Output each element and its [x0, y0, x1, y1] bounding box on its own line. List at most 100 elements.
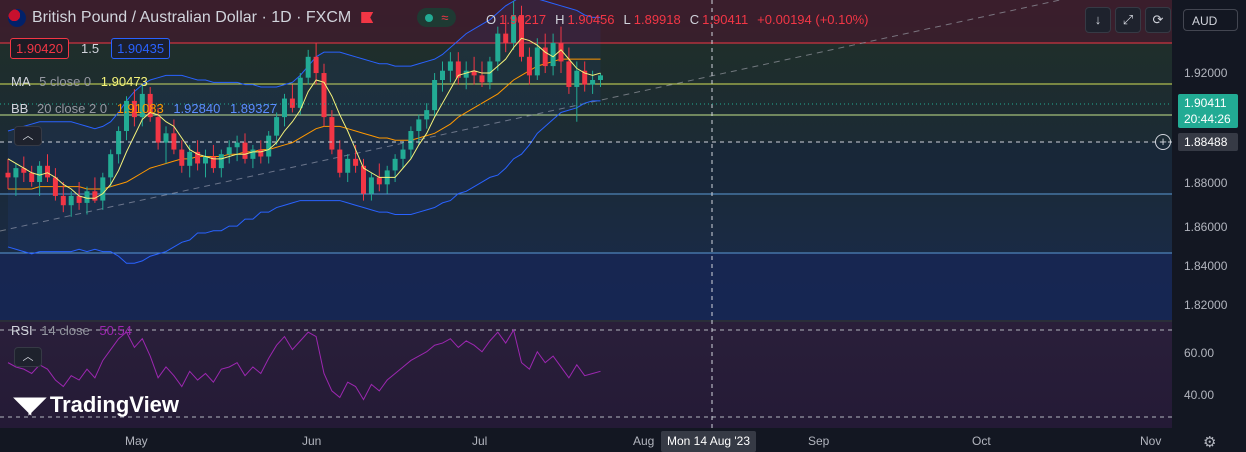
ohlc-open-value: 1.90217 [499, 12, 547, 27]
rsi-legend[interactable]: RSI 14 close 50.54 [11, 323, 132, 338]
candle-body [487, 61, 493, 83]
buy-button[interactable]: 1.90435 [111, 38, 171, 59]
candle-body [45, 165, 50, 178]
bid-ask-row: 1.90420 1.5 1.90435 [10, 38, 171, 59]
time-axis-label: May [125, 434, 148, 448]
price-axis-background [1172, 0, 1246, 452]
last-price-tag: 1.90411 20:44:26 [1178, 94, 1238, 128]
tradingview-logo-icon: ◥◤ [14, 392, 46, 417]
bb-legend[interactable]: BB 20 close 2 0 1.91083 1.92840 1.89327 [11, 101, 277, 116]
candle-body [139, 93, 145, 118]
ohlc-low-label: L [623, 12, 631, 27]
candle-body [37, 165, 43, 183]
candle-body [258, 149, 264, 157]
candle-body [297, 77, 303, 108]
gear-icon[interactable]: ⚙ [1203, 434, 1217, 451]
candle-body [313, 56, 319, 74]
support-zone [0, 142, 1172, 194]
time-axis-label: Aug [633, 434, 655, 448]
ohlc-high-value: 1.90456 [567, 12, 615, 27]
bb-basis-value: 1.91083 [116, 101, 164, 116]
symbol-title[interactable]: British Pound / Australian Dollar · 1D ·… [8, 8, 457, 27]
candle-body [511, 15, 517, 43]
candle-body [187, 151, 193, 166]
candle-body [13, 168, 19, 178]
candle-body [21, 168, 27, 173]
gbp-flag-icon [8, 8, 26, 27]
candle-body [131, 100, 137, 118]
currency-selector[interactable]: AUD [1183, 9, 1238, 31]
tradingview-logo[interactable]: ◥◤ TradingView [14, 392, 179, 418]
bb-params: 20 close 2 0 [36, 101, 108, 116]
candle-body [84, 191, 90, 203]
ohlc-close-label: C [689, 12, 700, 27]
candle-body [321, 73, 327, 118]
candle-body [305, 56, 311, 78]
candle-body [179, 149, 185, 166]
scroll-down-button[interactable]: ↓ [1085, 7, 1111, 33]
candle-body [542, 47, 548, 67]
ohlc-high-label: H [555, 12, 565, 27]
rsi-axis-label: 40.00 [1184, 388, 1215, 402]
ma-name: MA [11, 74, 31, 89]
collapse-legend-button[interactable]: ︿ [14, 126, 42, 146]
time-axis-background [0, 428, 1172, 452]
candle-body [582, 70, 588, 85]
candle-body [52, 177, 58, 196]
add-alert-plus-icon[interactable]: + [1155, 134, 1171, 150]
chevron-up-icon: ︿ [22, 130, 34, 142]
candle-body [526, 56, 532, 76]
price-axis-label: 1.88000 [1184, 176, 1228, 190]
candle-body [337, 149, 343, 173]
candle-body [479, 75, 485, 83]
collapse-rsi-legend-button[interactable]: ︿ [14, 347, 42, 367]
resistance-zone [0, 0, 1172, 43]
candle-body [400, 149, 406, 159]
candle-body [100, 177, 106, 201]
candle-body [124, 100, 129, 132]
time-axis-label: Jun [302, 434, 322, 448]
candle-body [210, 156, 216, 169]
ma-line [7, 37, 601, 199]
rsi-axis-label: 60.00 [1184, 346, 1215, 360]
ma-params: 5 close 0 [39, 74, 92, 89]
ohlc-change-value: +0.00194 (+0.10%) [757, 12, 869, 27]
symbol-title-text: British Pound / Australian Dollar · 1D ·… [32, 8, 352, 26]
candle-body [368, 177, 374, 194]
candle-body [116, 131, 122, 155]
candle-body [447, 61, 453, 71]
candle-body [432, 80, 438, 111]
last-price-value: 1.90411 [1184, 96, 1227, 110]
ma-legend[interactable]: MA 5 close 0 1.90473 [11, 74, 148, 89]
candle-body [282, 98, 287, 118]
ohlc-low-value: 1.89918 [633, 12, 681, 27]
bar-countdown: 20:44:26 [1184, 112, 1231, 126]
candle-body [440, 70, 445, 80]
snapshot-button[interactable]: ⟳ [1145, 7, 1171, 33]
market-open-dot-icon [425, 13, 434, 22]
flag-icon[interactable] [361, 12, 374, 23]
refresh-icon: ⟳ [1152, 12, 1164, 27]
fullscreen-button[interactable]: ⤢ [1115, 7, 1141, 33]
candle-body [361, 165, 366, 194]
candle-body [424, 110, 430, 120]
sell-button[interactable]: 1.90420 [10, 38, 69, 59]
candle-body [329, 117, 335, 150]
candle-body [416, 119, 422, 132]
candle-body [92, 191, 98, 201]
candle-body [5, 172, 11, 178]
candle-body [242, 142, 248, 159]
candle-body [60, 195, 66, 206]
price-axis-label: 1.92000 [1184, 66, 1228, 80]
candle-body [463, 70, 469, 78]
candle-body [226, 147, 232, 155]
bollinger-upper-band [7, 0, 601, 132]
candle-body [155, 117, 161, 143]
candle-body [108, 154, 114, 178]
candle-body [250, 149, 256, 159]
bollinger-basis-line [8, 58, 601, 190]
market-status-pill[interactable]: ≈ [417, 8, 457, 27]
crosshair-price-tag: 1.88488 [1178, 133, 1238, 151]
candle-body [266, 135, 272, 157]
